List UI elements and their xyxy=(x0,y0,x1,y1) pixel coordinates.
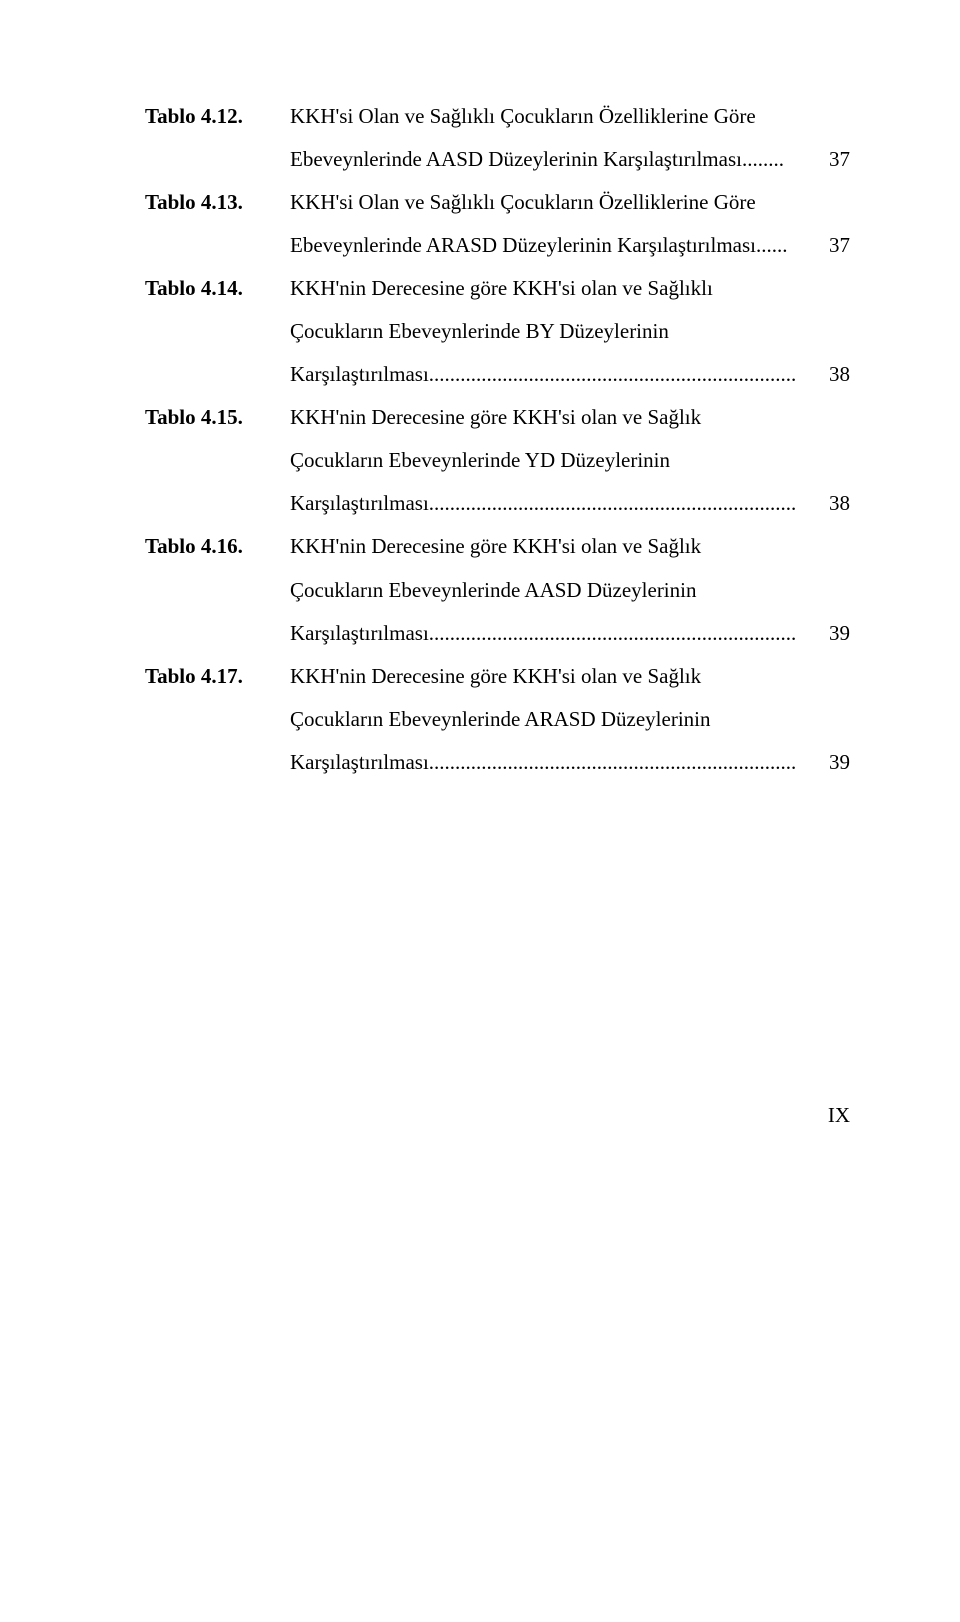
toc-entry-continuation: Çocukların Ebeveynlerinde YD Düzeylerini… xyxy=(145,439,850,482)
toc-entry-page: 37 xyxy=(808,138,850,181)
toc-entry: Tablo 4.15.KKH'nin Derecesine göre KKH's… xyxy=(145,396,850,439)
toc-entry-continuation: Ebeveynlerinde AASD Düzeylerinin Karşıla… xyxy=(145,138,850,181)
toc-entry-continuation: Ebeveynlerinde ARASD Düzeylerinin Karşıl… xyxy=(145,224,850,267)
toc-entry-text: Çocukların Ebeveynlerinde BY Düzeylerini… xyxy=(290,310,808,353)
toc-entry-continuation: Çocukların Ebeveynlerinde ARASD Düzeyler… xyxy=(145,698,850,741)
toc-entry-page: 37 xyxy=(808,224,850,267)
toc-entry-label: Tablo 4.16. xyxy=(145,525,290,568)
toc-entry-label: Tablo 4.12. xyxy=(145,95,290,138)
toc-entry-text: Çocukların Ebeveynlerinde ARASD Düzeyler… xyxy=(290,698,808,741)
toc-entry-continuation: Karşılaştırılması.......................… xyxy=(145,612,850,655)
toc-entry-label: Tablo 4.15. xyxy=(145,396,290,439)
toc-entry-label: Tablo 4.17. xyxy=(145,655,290,698)
toc-entry-text: Karşılaştırılması.......................… xyxy=(290,612,808,655)
toc-entry-text: Çocukların Ebeveynlerinde YD Düzeylerini… xyxy=(290,439,808,482)
toc-entry: Tablo 4.16.KKH'nin Derecesine göre KKH's… xyxy=(145,525,850,568)
toc-entry: Tablo 4.17.KKH'nin Derecesine göre KKH's… xyxy=(145,655,850,698)
toc-entry-text: Ebeveynlerinde ARASD Düzeylerinin Karşıl… xyxy=(290,224,808,267)
toc-entry-continuation: Karşılaştırılması.......................… xyxy=(145,482,850,525)
toc-entry-label: Tablo 4.14. xyxy=(145,267,290,310)
toc-entry: Tablo 4.14.KKH'nin Derecesine göre KKH's… xyxy=(145,267,850,310)
toc-entry-text: KKH'nin Derecesine göre KKH'si olan ve S… xyxy=(290,267,808,310)
toc-entry-text: Ebeveynlerinde AASD Düzeylerinin Karşıla… xyxy=(290,138,808,181)
toc-entry-text: Karşılaştırılması.......................… xyxy=(290,482,808,525)
toc-entry-text: KKH'si Olan ve Sağlıklı Çocukların Özell… xyxy=(290,181,808,224)
table-of-contents: Tablo 4.12.KKH'si Olan ve Sağlıklı Çocuk… xyxy=(145,95,850,784)
toc-entry-continuation: Çocukların Ebeveynlerinde BY Düzeylerini… xyxy=(145,310,850,353)
toc-entry-continuation: Çocukların Ebeveynlerinde AASD Düzeyleri… xyxy=(145,569,850,612)
toc-entry-text: Karşılaştırılması.......................… xyxy=(290,353,808,396)
toc-entry-page: 39 xyxy=(808,741,850,784)
toc-entry-page: 39 xyxy=(808,612,850,655)
toc-entry-label: Tablo 4.13. xyxy=(145,181,290,224)
toc-entry-text: KKH'nin Derecesine göre KKH'si olan ve S… xyxy=(290,396,808,439)
toc-entry-text: KKH'si Olan ve Sağlıklı Çocukların Özell… xyxy=(290,95,808,138)
toc-entry-text: KKH'nin Derecesine göre KKH'si olan ve S… xyxy=(290,525,808,568)
toc-entry-text: Karşılaştırılması.......................… xyxy=(290,741,808,784)
toc-entry-text: Çocukların Ebeveynlerinde AASD Düzeyleri… xyxy=(290,569,808,612)
toc-entry-continuation: Karşılaştırılması.......................… xyxy=(145,741,850,784)
toc-entry-page: 38 xyxy=(808,482,850,525)
toc-entry: Tablo 4.13.KKH'si Olan ve Sağlıklı Çocuk… xyxy=(145,181,850,224)
toc-entry-page: 38 xyxy=(808,353,850,396)
toc-entry-continuation: Karşılaştırılması.......................… xyxy=(145,353,850,396)
toc-entry: Tablo 4.12.KKH'si Olan ve Sağlıklı Çocuk… xyxy=(145,95,850,138)
page-number-roman: IX xyxy=(145,1094,850,1137)
toc-entry-text: KKH'nin Derecesine göre KKH'si olan ve S… xyxy=(290,655,808,698)
